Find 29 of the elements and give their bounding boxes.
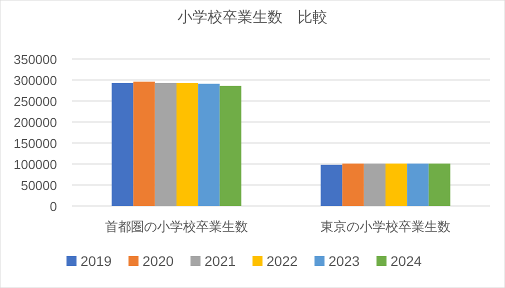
legend-label: 2024 <box>390 253 422 269</box>
legend-label: 2023 <box>328 253 360 269</box>
bar <box>176 82 198 206</box>
bar <box>386 164 408 206</box>
bar <box>133 82 155 206</box>
bar <box>112 82 134 206</box>
bar <box>320 164 342 206</box>
legend-label: 2021 <box>204 253 236 269</box>
bar <box>220 86 242 206</box>
y-tick-label: 150000 <box>14 136 57 151</box>
bar <box>407 164 429 206</box>
y-tick-label: 250000 <box>14 94 57 109</box>
x-tick-label: 首都圏の小学校卒業生数 <box>105 219 248 234</box>
legend-label: 2022 <box>266 253 298 269</box>
chart-title: 小学校卒業生数 比較 <box>178 9 328 26</box>
y-tick-label: 350000 <box>14 52 57 67</box>
y-tick-label: 50000 <box>20 178 57 193</box>
x-tick-label: 東京の小学校卒業生数 <box>320 219 450 234</box>
y-tick-label: 200000 <box>14 115 57 130</box>
legend-label: 2019 <box>80 253 112 269</box>
y-tick-label: 0 <box>50 199 57 214</box>
y-tick-label: 300000 <box>14 73 57 88</box>
bar <box>342 164 364 206</box>
bar <box>154 82 176 206</box>
bar <box>364 164 386 206</box>
bar <box>428 164 450 206</box>
y-tick-label: 100000 <box>14 157 57 172</box>
legend-label: 2020 <box>142 253 174 269</box>
bar <box>198 84 220 206</box>
